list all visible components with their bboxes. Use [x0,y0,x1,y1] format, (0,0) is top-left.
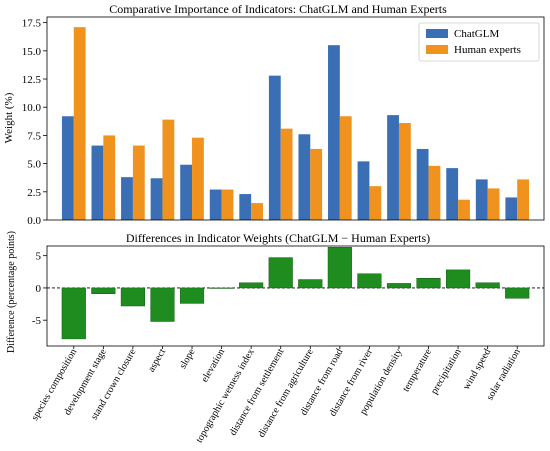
bar-chatglm-precipitation [446,168,459,220]
bar-human-experts-solar-radiation [517,179,530,220]
bar-chatglm-distance-from-road [328,45,340,220]
diff-bar-stand-crown-closure [120,287,145,307]
top-y-tick-label: 5.0 [27,159,41,171]
bottom-bars [61,247,530,340]
bottom-y-tick-label: 5 [36,251,42,263]
top-y-tick-label: 10.0 [22,102,42,114]
diff-bar-distance-from-river [357,273,382,289]
diff-bar-temperature [416,278,441,289]
bar-human-experts-elevation [221,189,234,220]
bar-human-experts-precipitation [458,199,470,220]
top-y-axis-ticks: 0.0 2.5 5.0 7.5 10.0 12.5 15.0 17.5 [22,18,47,227]
bar-human-experts-distance-from-road [339,116,352,220]
bar-human-experts-wind-speed [487,188,500,220]
bar-chatglm-development-stage [91,145,104,220]
bar-chatglm-topographic-wetness-index [239,194,252,220]
diff-bar-elevation [209,287,234,289]
bar-chatglm-population-density [387,115,399,220]
diff-bar-wind-speed [475,282,500,289]
x-tick-label-distance-from-settlement: distance from settlement [228,347,287,438]
diff-bar-distance-from-agriculture [298,279,323,289]
bar-chatglm-stand-crown-closure [121,177,133,220]
bar-human-experts-temperature [428,165,441,220]
x-tick-label-temperature: temperature [401,347,435,394]
bottom-y-tick-label: 0 [36,283,42,295]
legend-swatch-human-experts [426,45,448,54]
top-y-tick-label: 7.5 [27,130,41,142]
x-tick-label-slope: slope [178,347,198,371]
diff-bar-distance-from-road [327,247,352,289]
top-plot-frame [46,16,545,221]
diff-bar-solar-radiation [505,287,530,299]
top-y-tick-label: 0.0 [27,215,41,227]
top-y-tick-label: 2.5 [27,187,41,199]
bar-chatglm-temperature [416,148,429,220]
top-y-tick-label: 15.0 [22,46,42,58]
bar-chatglm-distance-from-river [357,161,370,220]
legend-swatch-chatglm [426,29,448,38]
bar-chatglm-slope [180,164,193,220]
top-y-tick-label: 17.5 [22,18,42,30]
bar-human-experts-aspect [162,119,175,220]
bar-human-experts-species-composition [73,27,86,221]
x-tick-label-wind-speed: wind speed [461,347,493,392]
x-tick-label-distance-from-agriculture: distance from agriculture [256,347,316,440]
legend-label-chatglm: ChatGLM [454,28,499,40]
top-y-axis-label: Weight (%) [3,92,15,143]
bar-human-experts-slope [192,137,204,220]
bottom-chart-title: Differences in Indicator Weights (ChatGL… [126,231,430,245]
diff-bar-aspect [150,287,175,322]
bar-human-experts-distance-from-settlement [280,128,293,220]
bar-chatglm-distance-from-settlement [268,75,281,221]
diff-bar-slope [179,287,205,304]
top-bars [61,27,530,221]
bar-human-experts-population-density [398,123,411,220]
x-tick-label-precipitation: precipitation [429,347,464,396]
bottom-plot-frame [46,245,545,347]
diff-bar-population-density [386,283,412,289]
bar-chatglm-solar-radiation [505,197,518,220]
diff-bar-topographic-wetness-index [239,282,264,289]
bar-human-experts-distance-from-agriculture [310,148,323,220]
legend: ChatGLM Human experts [418,22,540,62]
legend-box [418,22,540,62]
bar-human-experts-distance-from-river [369,186,382,220]
x-tick-label-aspect: aspect [146,347,168,374]
top-chart-title: Comparative Importance of Indicators: Ch… [109,2,447,16]
diff-bar-distance-from-settlement [268,257,293,289]
diff-bar-development-stage [91,287,116,294]
bar-human-experts-stand-crown-closure [132,145,145,220]
bar-chatglm-wind-speed [475,179,488,220]
bar-human-experts-development-stage [103,135,116,220]
bar-chatglm-aspect [150,178,163,220]
diff-bar-species-composition [61,287,86,340]
legend-label-human-experts: Human experts [454,44,521,56]
bar-chatglm-species-composition [61,116,74,220]
bar-chatglm-elevation [209,189,222,220]
top-y-tick-label: 12.5 [22,74,42,86]
bottom-y-tick-label: -5 [32,315,42,327]
x-tick-label-topographic-wetness-index: topographic wetness index [194,347,257,445]
bar-chatglm-distance-from-agriculture [298,134,311,220]
bar-human-experts-topographic-wetness-index [251,203,263,220]
bottom-y-axis-ticks: -5 0 5 [32,251,47,327]
diff-bar-precipitation [446,269,471,289]
x-tick-label-elevation: elevation [199,347,227,384]
bottom-y-axis-label: Difference (percentage points) [6,231,17,353]
